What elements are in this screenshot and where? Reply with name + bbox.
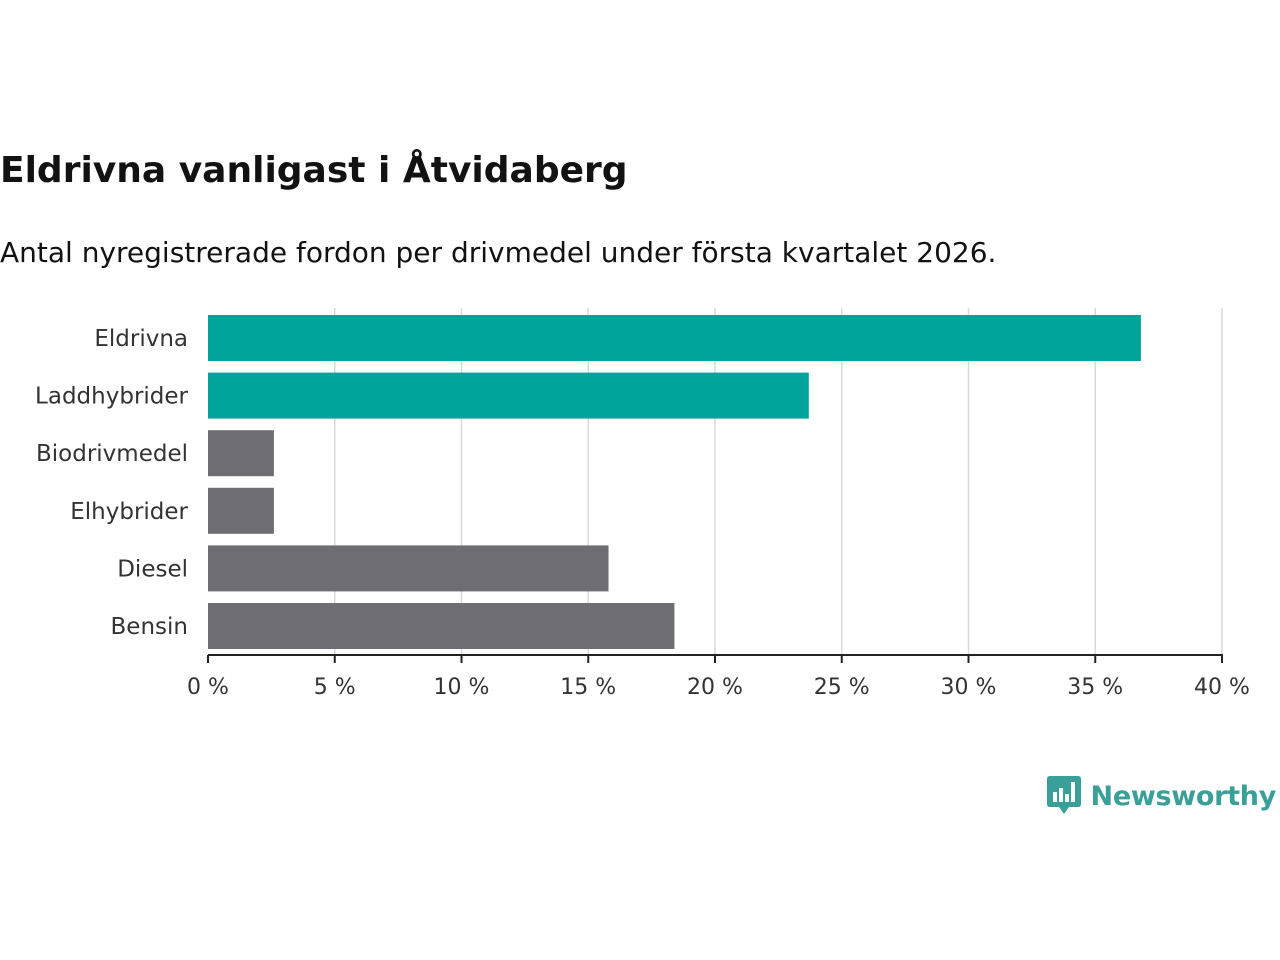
category-label-diesel: Diesel: [117, 556, 188, 582]
tick-label-40: 40 %: [1194, 675, 1250, 700]
category-label-laddhybrider: Laddhybrider: [35, 384, 188, 410]
bar-diesel: [208, 545, 609, 592]
bar-chart-icon: [1046, 776, 1081, 814]
tick-label-30: 30 %: [941, 675, 997, 700]
tick-label-0: 0 %: [187, 675, 229, 700]
tick-label-15: 15 %: [560, 675, 616, 700]
logo-text: Newsworthy: [1090, 780, 1277, 812]
gridlines: [334, 308, 1223, 655]
category-label-eldrivna: Eldrivna: [94, 326, 188, 352]
category-label-elhybrider: Elhybrider: [70, 499, 188, 525]
category-labels: Eldrivna Laddhybrider Biodrivmedel Elhybrid…: [35, 326, 188, 640]
chart-title: Eldrivna vanligast i Åtvidaberg: [0, 150, 628, 191]
category-label-bensin: Bensin: [111, 614, 188, 640]
x-axis: 0 % 5 % 10 % 15 % 20 % 25 % 30 % 35 % 40 %: [187, 654, 1250, 700]
bar-elhybrider: [208, 487, 274, 534]
bar-biodrivmedel: [208, 430, 274, 477]
bars: [208, 315, 1141, 649]
bar-laddhybrider: [208, 372, 809, 419]
tick-label-35: 35 %: [1067, 675, 1123, 700]
bar-bensin: [208, 603, 675, 649]
newsworthy-logo: Newsworthy: [1046, 776, 1277, 816]
category-label-biodrivmedel: Biodrivmedel: [36, 441, 188, 467]
chart-subtitle: Antal nyregistrerade fordon per drivmede…: [0, 236, 997, 269]
tick-label-25: 25 %: [814, 675, 870, 700]
tick-label-10: 10 %: [434, 675, 490, 700]
bar-eldrivna: [208, 315, 1141, 361]
tick-label-5: 5 %: [314, 675, 356, 700]
tick-label-20: 20 %: [687, 675, 743, 700]
